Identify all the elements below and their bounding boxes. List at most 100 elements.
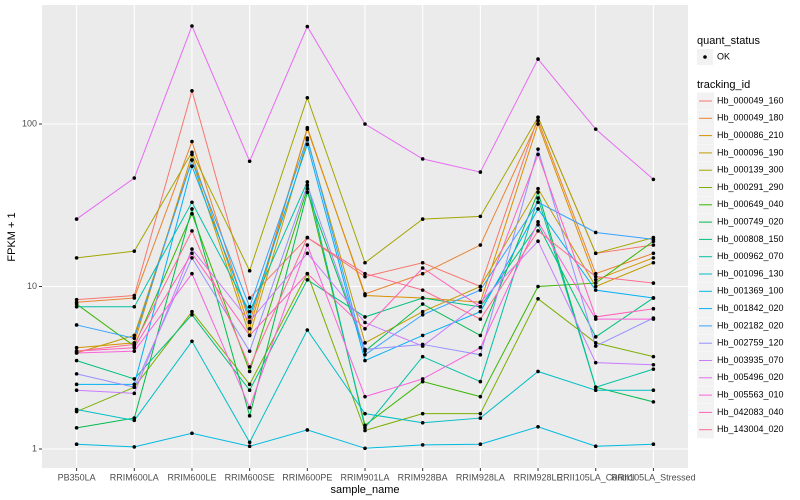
legend-label: Hb_000096_190 bbox=[717, 147, 784, 157]
data-point bbox=[247, 305, 252, 309]
data-point bbox=[363, 326, 367, 331]
data-point bbox=[651, 442, 656, 447]
data-point bbox=[132, 336, 137, 341]
data-point bbox=[536, 220, 540, 224]
data-point bbox=[420, 260, 425, 265]
data-point bbox=[305, 142, 310, 147]
legend-label: Hb_000962_070 bbox=[717, 251, 784, 261]
legend-label: OK bbox=[717, 51, 730, 61]
data-point bbox=[247, 369, 252, 374]
data-point bbox=[132, 333, 137, 338]
x-tick-label: RRIM928BA bbox=[398, 472, 448, 482]
data-point bbox=[190, 229, 194, 233]
data-point bbox=[74, 323, 79, 327]
data-point bbox=[132, 377, 137, 381]
data-point bbox=[593, 315, 598, 319]
legend-label: Hb_000049_180 bbox=[717, 113, 784, 123]
data-point bbox=[363, 446, 367, 451]
data-point bbox=[536, 424, 540, 429]
data-point bbox=[132, 342, 137, 347]
legend-label: Hb_000749_020 bbox=[717, 216, 784, 226]
data-point bbox=[132, 345, 137, 350]
legend-label: Hb_001842_020 bbox=[717, 303, 784, 313]
data-point bbox=[651, 256, 656, 260]
data-point bbox=[478, 243, 483, 247]
data-point bbox=[305, 186, 310, 191]
data-point bbox=[536, 115, 540, 120]
data-point bbox=[420, 411, 425, 416]
data-point bbox=[74, 345, 79, 350]
data-point bbox=[363, 352, 367, 357]
data-point bbox=[536, 200, 540, 205]
data-point bbox=[536, 229, 540, 233]
legend-title: tracking_id bbox=[697, 79, 750, 91]
data-point bbox=[247, 365, 252, 369]
data-point bbox=[363, 315, 367, 319]
data-point bbox=[132, 349, 137, 353]
data-point bbox=[132, 176, 137, 180]
data-point bbox=[651, 281, 656, 285]
legend-label: Hb_000049_160 bbox=[717, 95, 784, 105]
data-point bbox=[536, 284, 540, 289]
data-point bbox=[190, 158, 194, 162]
x-tick-label: RRII105LA_Control bbox=[557, 472, 635, 482]
data-point bbox=[420, 157, 425, 161]
data-point bbox=[305, 251, 310, 256]
data-point bbox=[651, 237, 656, 242]
data-point bbox=[305, 24, 310, 29]
data-point bbox=[247, 309, 252, 314]
data-point bbox=[74, 349, 79, 353]
data-point bbox=[593, 341, 598, 345]
data-point bbox=[363, 122, 367, 126]
data-point bbox=[190, 200, 194, 205]
data-point bbox=[247, 440, 252, 445]
data-point bbox=[478, 300, 483, 305]
data-point bbox=[247, 268, 252, 273]
data-point bbox=[190, 312, 194, 317]
data-point bbox=[478, 416, 483, 420]
data-point bbox=[363, 320, 367, 325]
x-tick-label: RRIM600LA bbox=[110, 472, 159, 482]
data-point bbox=[478, 411, 483, 416]
legend-point bbox=[703, 55, 707, 59]
data-point bbox=[478, 317, 483, 321]
data-point bbox=[420, 377, 425, 381]
data-point bbox=[536, 152, 540, 157]
data-point bbox=[651, 354, 656, 359]
data-point bbox=[593, 335, 598, 339]
data-point bbox=[190, 309, 194, 314]
data-point bbox=[420, 266, 425, 270]
data-point bbox=[74, 388, 79, 393]
data-point bbox=[363, 423, 367, 428]
data-point bbox=[190, 89, 194, 93]
data-point bbox=[132, 382, 137, 387]
data-point bbox=[74, 442, 79, 447]
data-point bbox=[247, 405, 252, 410]
data-point bbox=[190, 164, 194, 169]
data-point bbox=[190, 251, 194, 256]
data-point bbox=[651, 243, 656, 247]
data-point bbox=[593, 444, 598, 449]
data-point bbox=[420, 420, 425, 425]
data-point bbox=[305, 277, 310, 282]
data-point bbox=[478, 309, 483, 314]
data-point bbox=[74, 358, 79, 363]
data-point bbox=[305, 328, 310, 332]
legend-label: Hb_000808_150 bbox=[717, 234, 784, 244]
data-point bbox=[536, 196, 540, 200]
data-point bbox=[247, 319, 252, 324]
data-point bbox=[478, 284, 483, 289]
y-tick-label: 1 bbox=[32, 443, 37, 453]
data-point bbox=[420, 288, 425, 292]
data-point bbox=[593, 288, 598, 292]
data-point bbox=[478, 442, 483, 447]
data-point bbox=[247, 349, 252, 353]
data-point bbox=[247, 444, 252, 449]
data-point bbox=[132, 418, 137, 423]
data-point bbox=[651, 400, 656, 404]
data-point bbox=[593, 127, 598, 131]
data-point bbox=[536, 190, 540, 195]
data-point bbox=[651, 362, 656, 367]
data-point bbox=[305, 180, 310, 184]
